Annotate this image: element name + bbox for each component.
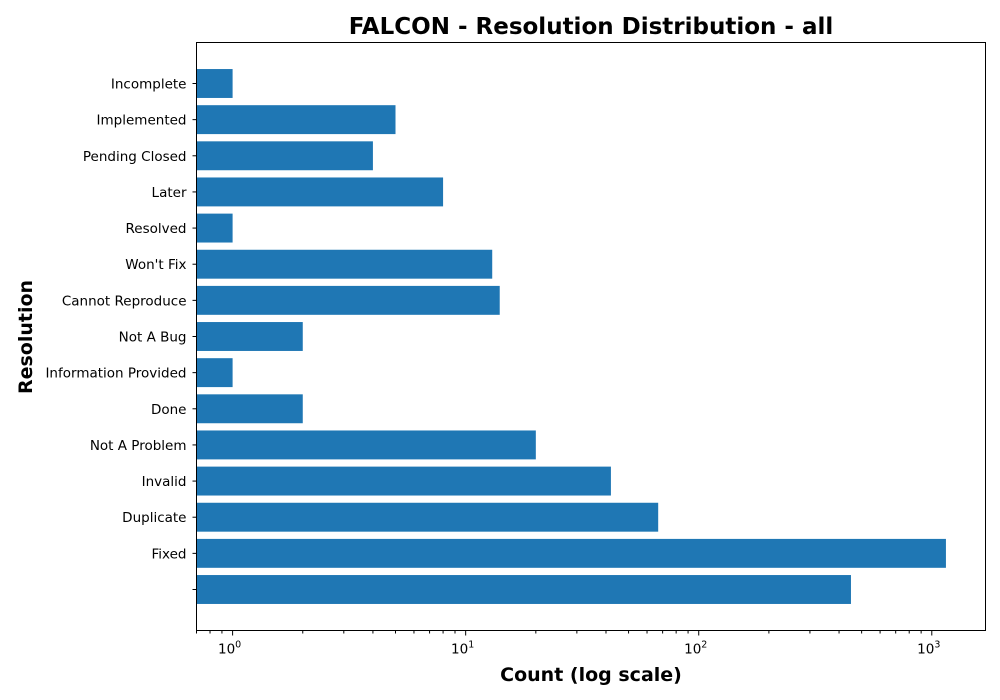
bar: [196, 105, 396, 135]
y-tick-label: Later: [152, 185, 187, 201]
x-axis: 100 101 102 103: [196, 630, 940, 658]
bar: [196, 575, 851, 604]
y-tick-label: Fixed: [152, 546, 187, 562]
x-axis-label: Count (log scale): [500, 664, 682, 686]
y-tick-label: Done: [151, 402, 187, 418]
x-tick-label: 100: [218, 640, 241, 658]
y-tick-label: Implemented: [97, 113, 187, 129]
y-tick-label: Information Provided: [45, 366, 186, 382]
bar: [196, 213, 233, 243]
bar: [196, 249, 493, 279]
chart-title: FALCON - Resolution Distribution - all: [349, 14, 834, 40]
y-axis: Fixed Duplicate Invalid Not A Problem Done In…: [45, 77, 197, 590]
bar: [196, 285, 500, 315]
y-tick-label: Won't Fix: [125, 257, 186, 273]
bars-layer: [196, 69, 946, 604]
y-tick-label: Pending Closed: [83, 149, 187, 165]
bar: [196, 394, 303, 424]
y-tick-label: Cannot Reproduce: [62, 293, 187, 309]
bar: [196, 177, 444, 207]
bar: [196, 141, 373, 171]
y-tick-label: Invalid: [142, 474, 187, 490]
bar: [196, 358, 233, 388]
x-tick-label: 103: [917, 640, 940, 658]
bar: [196, 538, 946, 568]
bar: [196, 322, 303, 351]
bar: [196, 466, 611, 496]
x-tick-label: 101: [451, 640, 474, 658]
y-tick-label: Duplicate: [122, 510, 186, 526]
y-axis-label: Resolution: [15, 280, 37, 394]
y-tick-label: Resolved: [126, 221, 187, 237]
y-tick-label: Not A Problem: [90, 438, 187, 454]
y-tick-label: Not A Bug: [119, 330, 187, 346]
bar: [196, 502, 659, 532]
bar: [196, 69, 233, 98]
plot-frame: [196, 42, 986, 631]
bar: [196, 430, 536, 460]
x-tick-label: 102: [684, 640, 707, 658]
y-tick-label: Incomplete: [111, 77, 187, 93]
